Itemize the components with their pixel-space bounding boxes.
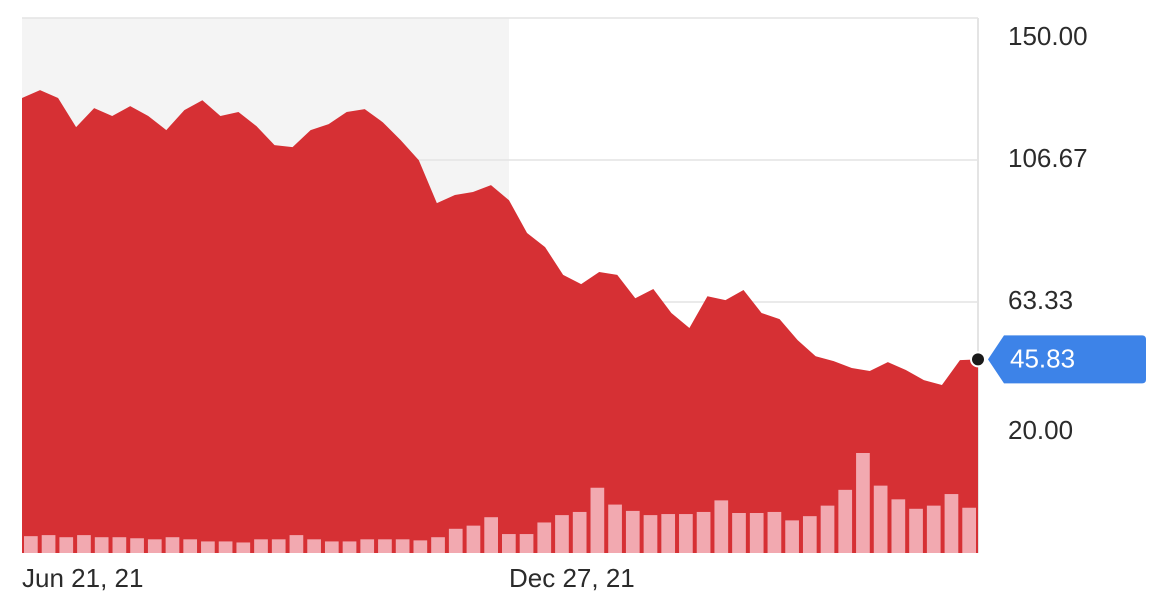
volume-bar <box>608 504 622 553</box>
volume-bar <box>679 514 693 553</box>
volume-bar <box>873 485 888 553</box>
last-price-label: 45.83 <box>1010 343 1075 373</box>
y-tick-label: 20.00 <box>1008 415 1073 445</box>
volume-bar <box>555 515 569 553</box>
volume-bar <box>271 539 286 553</box>
volume-bar <box>732 513 746 553</box>
volume-bar <box>767 511 782 553</box>
price-area <box>22 90 978 553</box>
volume-bar <box>625 510 640 553</box>
volume-bar <box>749 513 764 553</box>
volume-bar <box>519 534 534 553</box>
volume-bar <box>802 516 817 553</box>
volume-bar <box>714 500 729 553</box>
volume-bar <box>342 541 357 553</box>
y-tick-label: 63.33 <box>1008 285 1073 315</box>
volume-bar <box>147 539 162 553</box>
volume-bar <box>537 522 552 553</box>
x-tick-label: Jun 21, 21 <box>22 563 143 593</box>
y-tick-label: 150.00 <box>1008 21 1088 51</box>
volume-bar <box>891 499 906 553</box>
volume-bar <box>838 489 853 553</box>
volume-bar <box>130 538 144 553</box>
volume-bar <box>324 541 339 553</box>
volume-bar <box>590 487 605 553</box>
volume-bar <box>856 453 870 553</box>
volume-bar <box>94 537 109 553</box>
volume-bar <box>431 537 445 553</box>
last-price-dot <box>970 351 986 368</box>
volume-bar <box>24 536 38 553</box>
volume-bar <box>360 539 375 553</box>
x-tick-label: Dec 27, 21 <box>509 563 635 593</box>
volume-bar <box>218 541 233 553</box>
volume-bar <box>944 494 959 553</box>
volume-bar <box>413 540 428 553</box>
volume-bar <box>643 515 658 553</box>
volume-bar <box>572 511 587 553</box>
volume-bar <box>41 535 56 553</box>
volume-bar <box>289 535 304 553</box>
volume-bar <box>183 539 198 553</box>
volume-bar <box>484 517 498 553</box>
volume-bar <box>77 535 91 553</box>
volume-bar <box>236 542 251 553</box>
volume-bar <box>926 505 941 553</box>
volume-bar <box>201 541 215 553</box>
volume-bar <box>112 537 127 553</box>
volume-bar <box>661 514 676 553</box>
volume-bar <box>59 537 74 553</box>
last-price-tag <box>988 335 1146 384</box>
volume-bar <box>307 539 321 553</box>
volume-bar <box>378 539 392 553</box>
volume-bar <box>820 505 835 553</box>
volume-bar <box>254 539 268 553</box>
y-tick-label: 106.67 <box>1008 143 1088 173</box>
volume-bar <box>696 511 711 553</box>
volume-bar <box>502 534 516 553</box>
volume-bar <box>785 520 799 553</box>
volume-bar <box>962 507 976 553</box>
volume-bar <box>466 525 481 553</box>
volume-bar <box>448 528 463 553</box>
volume-bar <box>165 537 180 553</box>
volume-bar <box>909 508 923 553</box>
volume-bar <box>395 539 410 553</box>
